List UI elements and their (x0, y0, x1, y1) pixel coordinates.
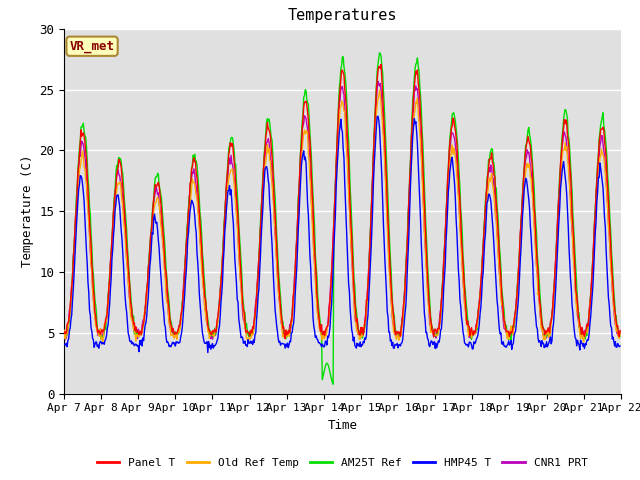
Legend: Panel T, Old Ref Temp, AM25T Ref, HMP45 T, CNR1 PRT: Panel T, Old Ref Temp, AM25T Ref, HMP45 … (93, 454, 592, 473)
Title: Temperatures: Temperatures (287, 9, 397, 24)
Text: VR_met: VR_met (70, 40, 115, 53)
Y-axis label: Temperature (C): Temperature (C) (20, 155, 34, 267)
X-axis label: Time: Time (328, 419, 357, 432)
